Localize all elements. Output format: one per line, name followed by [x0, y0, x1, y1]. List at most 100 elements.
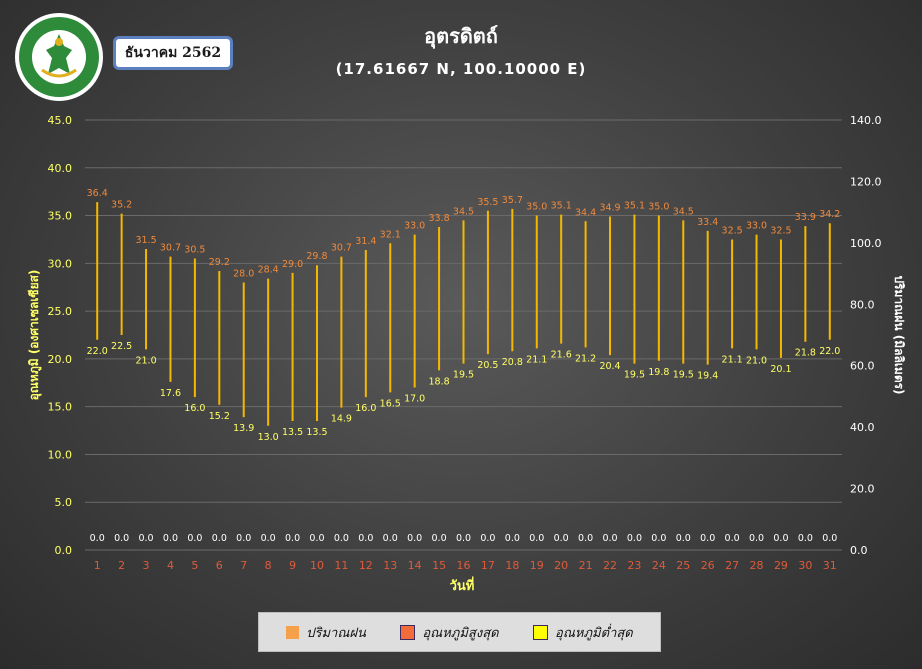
legend-label-rain: ปริมาณฝน: [306, 625, 366, 641]
y-tick-label: 15.0: [48, 401, 73, 414]
rain-value-label: 0.0: [602, 533, 617, 544]
rain-value-label: 0.0: [822, 533, 837, 544]
high-temp-label: 32.5: [770, 225, 791, 236]
y-axis-label: อุณหภูมิ (องศาเซลเซียส): [27, 270, 42, 401]
x-tick-label: 27: [725, 559, 739, 572]
x-tick-label: 17: [481, 559, 495, 572]
legend-label-high: อุณหภูมิสูงสุด: [422, 625, 499, 641]
x-tick-label: 31: [823, 559, 837, 572]
month-label: ธันวาคม 2562: [124, 45, 222, 61]
rain-value-label: 0.0: [651, 533, 666, 544]
rain-value-label: 0.0: [114, 533, 129, 544]
right-axis: 0.0 20.0 40.0 60.0 80.0 100.0 120.0 140.0: [850, 114, 882, 557]
low-temp-label: 20.8: [502, 357, 523, 368]
y-tick-label: 40.0: [48, 162, 73, 175]
low-temp-label: 22.5: [111, 341, 132, 352]
x-tick-label: 2: [118, 559, 125, 572]
low-temp-label: 21.2: [575, 353, 596, 364]
legend-item-rain: ปริมาณฝน: [286, 622, 366, 643]
chart-legend: ปริมาณฝน อุณหภูมิสูงสุด อุณหภูมิต่ำสุด: [258, 612, 661, 652]
high-temp-label: 33.9: [795, 212, 816, 223]
high-temp-label: 30.5: [184, 245, 205, 256]
rain-value-label: 0.0: [309, 533, 324, 544]
low-temp-label: 20.4: [599, 361, 620, 372]
x-tick-label: 19: [530, 559, 544, 572]
high-temp-label: 34.5: [453, 206, 474, 217]
rain-value-label: 0.0: [407, 533, 422, 544]
rain-value-label: 0.0: [700, 533, 715, 544]
low-temp-label: 21.6: [551, 350, 572, 361]
x-tick-label: 29: [774, 559, 788, 572]
high-temp-label: 29.0: [282, 259, 303, 270]
rain-value-label: 0.0: [187, 533, 202, 544]
y2-tick-label: 80.0: [850, 298, 875, 311]
rain-value-label: 0.0: [676, 533, 691, 544]
low-temp-label: 22.0: [819, 346, 840, 357]
low-temp-label: 16.5: [380, 398, 401, 409]
low-temp-label: 13.0: [258, 432, 279, 443]
rain-value-label: 0.0: [334, 533, 349, 544]
x-tick-label: 28: [750, 559, 764, 572]
rain-value-label: 0.0: [480, 533, 495, 544]
low-temp-label: 21.0: [746, 355, 767, 366]
high-temp-label: 28.0: [233, 268, 254, 279]
x-tick-label: 5: [191, 559, 198, 572]
temperature-range-bars: [96, 202, 831, 426]
high-temp-label: 34.9: [599, 203, 620, 214]
low-temp-label: 21.0: [135, 355, 156, 366]
high-temp-label: 32.1: [380, 229, 401, 240]
high-temp-label: 33.0: [746, 221, 767, 232]
low-temp-swatch-icon: [533, 624, 549, 640]
chart-subtitle: (17.61667 N, 100.10000 E): [335, 60, 587, 78]
x-tick-label: 23: [627, 559, 641, 572]
x-tick-label: 6: [216, 559, 223, 572]
low-temp-label: 21.1: [526, 354, 547, 365]
high-temp-label: 33.8: [429, 213, 450, 224]
x-axis: 1 2 3 4 5 6 7 8 9 10 11 12 13 14 15 16 17 18 19 20 21 22 23 24 2…: [94, 559, 837, 572]
low-temp-label: 20.5: [477, 360, 498, 371]
low-temp-label: 19.5: [624, 370, 645, 381]
x-tick-label: 20: [554, 559, 568, 572]
high-temp-label: 29.8: [306, 251, 327, 262]
x-tick-label: 9: [289, 559, 296, 572]
y-tick-label: 30.0: [48, 257, 73, 270]
rain-swatch-icon: [286, 625, 300, 639]
high-temp-label: 35.7: [502, 195, 523, 206]
low-temp-label: 13.5: [282, 427, 303, 438]
x-tick-label: 15: [432, 559, 446, 572]
legend-label-low: อุณหภูมิต่ำสุด: [555, 625, 633, 641]
low-temp-label: 19.5: [453, 370, 474, 381]
low-temp-label: 14.9: [331, 414, 352, 425]
high-temp-label: 31.5: [135, 235, 156, 246]
y-tick-label: 20.0: [48, 353, 73, 366]
low-temp-label: 17.0: [404, 394, 425, 405]
month-label-box: ธันวาคม 2562: [113, 36, 233, 70]
high-temp-label: 35.1: [551, 201, 572, 212]
y-tick-label: 0.0: [55, 544, 73, 557]
x-axis-label: วันที่: [450, 576, 475, 594]
high-temp-label: 31.4: [355, 236, 376, 247]
y-tick-label: 35.0: [48, 210, 73, 223]
y2-tick-label: 20.0: [850, 483, 875, 496]
rain-value-label: 0.0: [725, 533, 740, 544]
rain-value-label: 0.0: [749, 533, 764, 544]
low-temp-label: 18.8: [429, 376, 450, 387]
chart-title: อุตรดิตถ์: [424, 24, 498, 48]
high-temp-swatch-icon: [400, 624, 416, 640]
low-temp-label: 13.9: [233, 423, 254, 434]
low-temp-label: 13.5: [306, 427, 327, 438]
low-temp-label: 16.0: [355, 403, 376, 414]
low-temp-label: 15.2: [209, 411, 230, 422]
y-tick-label: 45.0: [48, 114, 73, 127]
y2-tick-label: 100.0: [850, 237, 882, 250]
high-temp-label: 30.7: [331, 243, 352, 254]
rain-value-label: 0.0: [163, 533, 178, 544]
x-tick-label: 12: [359, 559, 373, 572]
low-temp-label: 19.8: [648, 367, 669, 378]
rain-value-label: 0.0: [432, 533, 447, 544]
y2-tick-label: 120.0: [850, 175, 882, 188]
x-tick-label: 1: [94, 559, 101, 572]
left-axis: 0.0 5.0 10.0 15.0 20.0 25.0 30.0 35.0 40.0 45.0: [48, 114, 73, 557]
y-tick-label: 10.0: [48, 448, 73, 461]
x-tick-label: 25: [676, 559, 690, 572]
